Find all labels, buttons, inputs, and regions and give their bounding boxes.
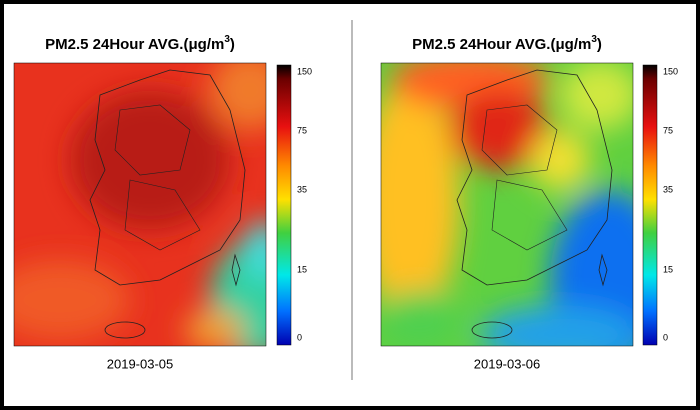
colorbar-label: 0 — [297, 332, 302, 342]
map-border — [380, 62, 634, 347]
title-text: PM2.5 24Hour AVG.(μg/m — [412, 36, 591, 53]
colorbar-label: 75 — [663, 125, 673, 135]
panel-date: 2019-03-05 — [107, 356, 174, 371]
title-text: PM2.5 24Hour AVG.(μg/m — [45, 36, 224, 53]
colorbar — [642, 64, 658, 346]
colorbar — [276, 64, 292, 346]
map-border — [13, 62, 267, 347]
colorbar-label: 150 — [663, 66, 678, 76]
title-end: ) — [230, 36, 235, 53]
title-superscript: 3 — [224, 34, 230, 45]
panel-title: PM2.5 24Hour AVG.(μg/m3) — [412, 34, 602, 53]
colorbar-label: 0 — [663, 332, 668, 342]
title-end: ) — [597, 36, 602, 53]
colorbar-label: 35 — [663, 184, 673, 194]
panel-title: PM2.5 24Hour AVG.(μg/m3) — [45, 34, 235, 53]
colorbar-label: 15 — [663, 264, 673, 274]
colorbar-label: 15 — [297, 264, 307, 274]
colorbar-label: 35 — [297, 184, 307, 194]
panel-date: 2019-03-06 — [474, 356, 541, 371]
colorbar-label: 150 — [297, 66, 312, 76]
map — [14, 63, 266, 346]
map — [381, 63, 633, 346]
title-superscript: 3 — [591, 34, 597, 45]
colorbar-label: 75 — [297, 125, 307, 135]
